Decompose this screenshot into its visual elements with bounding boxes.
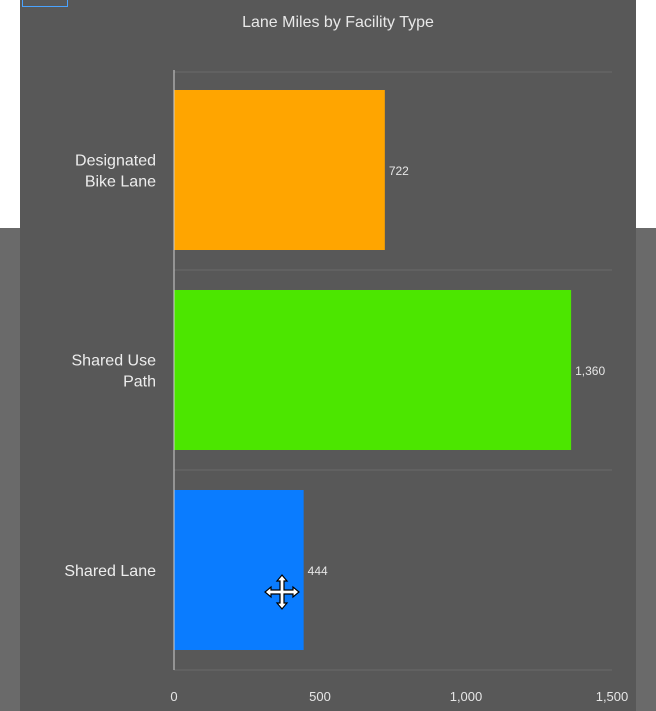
move-cursor-icon	[264, 574, 300, 610]
value-label: 722	[389, 164, 409, 178]
category-label: Designated	[75, 153, 156, 170]
value-labels: 722 1,360 444	[308, 164, 606, 578]
x-tick-label: 1,000	[450, 689, 483, 704]
chart-title: Lane Miles by Facility Type	[242, 14, 434, 31]
value-label: 1,360	[575, 364, 605, 378]
x-tick-label: 500	[309, 689, 331, 704]
bar	[174, 90, 385, 250]
background-right	[636, 228, 656, 711]
background-left	[0, 228, 20, 711]
bar	[174, 290, 572, 450]
x-tick-label: 1,500	[596, 689, 629, 704]
category-labels: Designated Bike Lane Shared Use Path Shared …	[64, 153, 156, 581]
value-label: 444	[308, 564, 328, 578]
bars	[174, 90, 572, 650]
panel-tab[interactable]	[22, 0, 68, 7]
category-label: Path	[123, 374, 156, 391]
x-tick-label: 0	[170, 689, 177, 704]
grid-lines	[174, 71, 612, 671]
category-label: Shared Use	[72, 353, 157, 370]
category-label: Bike Lane	[85, 174, 156, 191]
bar	[174, 490, 304, 650]
category-label: Shared Lane	[64, 563, 156, 580]
x-tick-labels: 0 500 1,000 1,500	[170, 689, 628, 704]
